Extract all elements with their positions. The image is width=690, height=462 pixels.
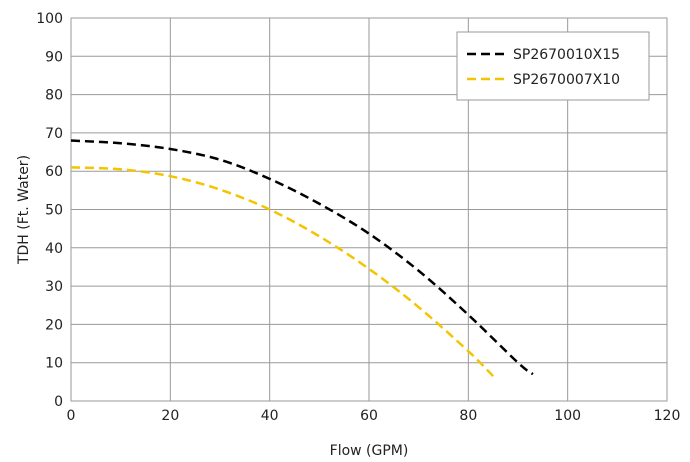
plot-frame (70, 17, 668, 402)
y-tick-label: 0 (54, 394, 63, 410)
y-tick-label: 20 (45, 317, 63, 333)
legend-label-0: SP2670010X15 (513, 47, 620, 63)
x-tick-label: 60 (360, 408, 378, 424)
y-tick-label: 60 (45, 164, 63, 180)
tick-labels: 0 20 40 60 80 100 120 0 10 20 30 40 50 60 70 80 90 100 (36, 11, 680, 424)
x-tick-label: 120 (654, 408, 681, 424)
x-axis-label: Flow (GPM) (330, 443, 409, 459)
series-line-0 (70, 139, 534, 376)
series-layer (70, 139, 534, 377)
legend-label-1: SP2670007X10 (513, 72, 620, 88)
y-tick-label: 30 (45, 279, 63, 295)
y-tick-label: 80 (45, 88, 63, 104)
x-tick-label: 20 (161, 408, 179, 424)
y-tick-label: 100 (36, 11, 63, 27)
y-tick-label: 70 (45, 126, 63, 142)
x-tick-label: 100 (554, 408, 581, 424)
legend-box (456, 31, 650, 101)
x-tick-label: 0 (67, 408, 76, 424)
legend: SP2670010X15 SP2670007X10 (456, 31, 650, 101)
series-line-1 (70, 166, 495, 377)
y-axis-label: TDH (Ft. Water) (16, 155, 32, 265)
x-tick-label: 40 (261, 408, 279, 424)
y-tick-label: 10 (45, 356, 63, 372)
y-tick-label: 50 (45, 203, 63, 219)
y-tick-label: 40 (45, 241, 63, 257)
x-tick-label: 80 (459, 408, 477, 424)
y-tick-label: 90 (45, 49, 63, 65)
